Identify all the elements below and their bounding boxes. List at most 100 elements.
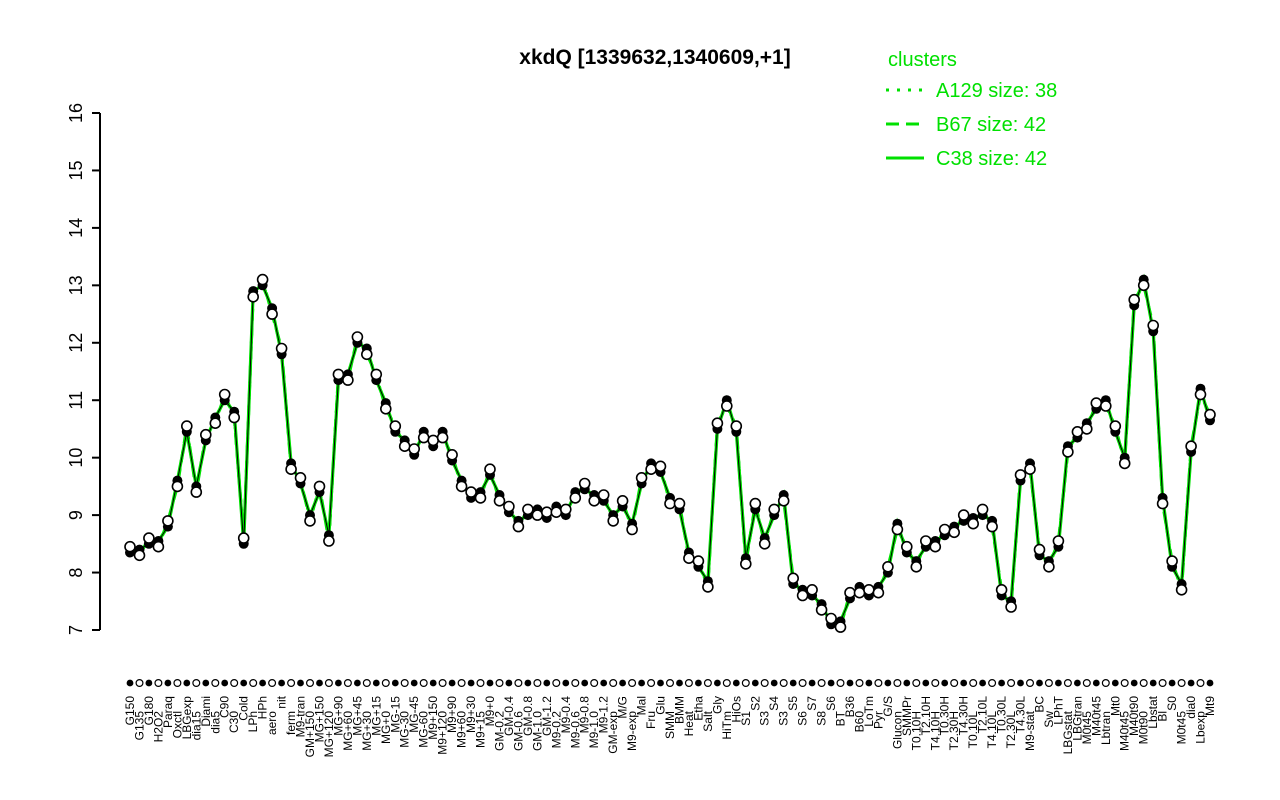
x-axis-marker-open [135,678,144,687]
x-tick-label: Diami [199,696,213,727]
data-point-open [218,388,231,401]
x-tick-label: Lbexp [1194,711,1208,744]
x-tick-label: MG+45 [350,696,364,736]
x-axis-marker-filled [145,679,153,687]
legend-entry-label: C38 size: 42 [936,148,1047,170]
x-tick-label: dia15 [189,711,203,741]
x-axis-marker-filled [1149,679,1157,687]
x-axis-marker-filled [316,679,323,687]
data-point-open [1052,535,1065,547]
data-point-open [1014,469,1027,481]
data-point-open [957,509,970,521]
x-axis-marker-open [628,678,637,687]
x-axis-marker-open [1177,678,1186,687]
x-tick-label: M9+150 [426,696,440,740]
data-point-open [806,583,818,596]
x-tick-label: LPhT [1051,695,1065,724]
data-point-open [294,471,307,484]
x-axis-marker-filled [808,679,816,687]
x-tick-label: MG+0 [379,711,393,744]
x-tick-label: C90 [218,696,232,718]
x-tick-label: M0t90 [1137,711,1151,745]
x-tick-label: M9+15 [474,711,488,748]
x-axis-marker-open [912,678,921,687]
x-axis-marker-open [343,678,352,687]
x-tick-label: S3 [777,711,791,726]
x-axis-marker-open [1063,678,1072,687]
x-axis-marker-open [476,678,485,687]
x-axis-marker-open [324,678,333,687]
x-tick-label: G150 [123,696,137,726]
x-axis-marker-filled [1017,679,1024,687]
x-axis-marker-filled [259,679,266,687]
x-tick-label: Cold [237,696,251,721]
x-axis-marker-filled [695,679,702,687]
x-tick-label: GM-0.8 [521,696,535,736]
data-point-open [1204,408,1216,421]
x-tick-label: Bl [1156,711,1170,722]
x-tick-label: S5 [786,696,800,711]
x-tick-label: HiTm [720,711,734,740]
data-point-open [938,523,951,536]
legend-entry: C38 size: 42 [886,148,1047,170]
x-axis-marker-filled [467,679,475,687]
data-point-open [844,586,856,599]
x-tick-label: M9-1.0 [587,711,601,749]
data-point-open [503,500,515,513]
data-point-open [332,368,345,381]
data-point-open [825,612,837,625]
x-tick-label: S4 [767,696,781,711]
x-axis-marker-open [1025,678,1034,687]
data-point-open [948,526,961,539]
data-point-open [465,486,477,498]
x-tick-label: T0.10H [909,711,923,750]
x-axis-marker-open [1139,678,1148,687]
data-point-open [323,535,335,547]
data-point-open [749,497,762,510]
x-tick-label: LoTm [862,696,876,727]
x-axis-marker-open [533,678,542,687]
data-point-open [853,586,866,599]
x-axis-marker-filled [1074,679,1081,687]
x-tick-label: GM-1.2 [540,696,554,736]
x-axis-marker-filled [202,679,210,687]
data-point-open [398,440,411,453]
x-tick-label: T2.30H [947,711,961,750]
data-point-open [919,535,932,547]
x-tick-label: S1 [739,711,753,726]
data-point-open [389,420,402,432]
x-axis-marker-open [703,678,712,687]
x-axis-marker-open [855,678,864,687]
x-tick-label: BT [834,710,848,726]
data-point-open [929,540,942,553]
x-tick-label: T0.30H [938,696,952,735]
x-tick-label: SMMPr [900,696,914,736]
data-point-open [702,581,714,593]
x-tick-label: M40t45 [1089,696,1103,736]
x-tick-label: T4.10L [985,711,999,749]
data-point-open [228,411,240,424]
x-tick-label: ferm [284,711,298,735]
x-axis-marker-open [552,678,561,687]
y-tick-label: 13 [66,275,86,295]
cluster-line-C38 [129,273,1212,627]
y-tick-label: 11 [66,391,86,410]
x-axis-marker-open [230,678,239,687]
data-point-open [436,431,449,444]
x-axis-marker-open [381,678,390,687]
x-axis-marker-filled [600,679,608,687]
x-axis-marker-filled [979,679,986,687]
data-point-open [379,402,392,415]
data-point-open [408,443,421,455]
x-tick-label: T4.30L [1014,696,1028,734]
x-tick-label: LPh [246,711,260,732]
x-tick-label: HPh [256,696,270,719]
x-axis-marker-filled [960,679,968,687]
legend-entry: A129 size: 38 [886,80,1057,102]
data-point-open [455,480,468,493]
x-axis-marker-filled [865,679,873,687]
data-point-open [768,503,781,516]
data-point-open [976,503,989,516]
data-point-open [313,480,326,493]
data-point-open [1137,279,1150,292]
